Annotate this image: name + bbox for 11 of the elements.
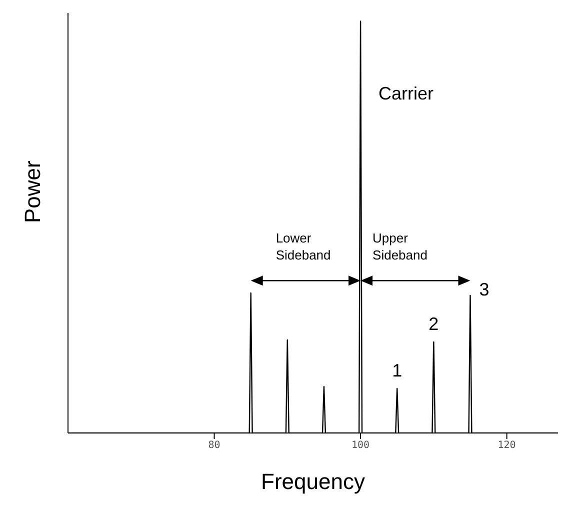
y-axis-title: Power (20, 160, 45, 223)
x-tick-label: 80 (208, 440, 220, 452)
annotation: 2 (428, 314, 439, 334)
x-tick-label: 120 (498, 440, 516, 452)
annotation: Lower Sideband (276, 230, 331, 263)
x-tick-label: 100 (352, 440, 370, 452)
x-axis-title: Frequency (261, 469, 365, 494)
annotation: Carrier (378, 83, 434, 104)
annotation: 3 (479, 279, 490, 300)
annotation: Upper Sideband (372, 230, 428, 263)
annotation: 1 (392, 360, 402, 381)
